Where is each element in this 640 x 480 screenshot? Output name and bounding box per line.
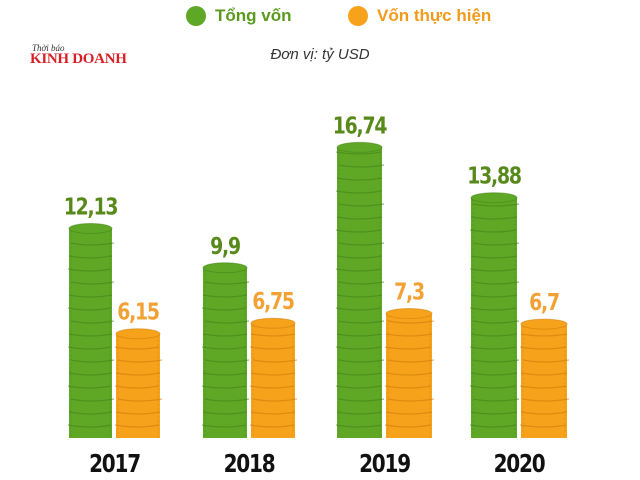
legend-swatch-green [186,6,206,26]
unit-note: Đơn vị: tỷ USD [270,46,370,63]
chart-legend: Tổng vốn Vốn thực hiện [0,6,640,32]
year-label-2017: 2017 [89,450,140,479]
legend-item-von-thuc-hien: Vốn thực hiện [348,6,491,26]
bar-2019-1 [386,313,432,438]
bar-2020-0 [471,197,517,438]
kinh-doanh-logo: Thời báo KINH DOANH [30,44,130,67]
legend-swatch-orange [348,6,368,26]
year-label-2020: 2020 [494,450,545,479]
bar-2017-1 [116,333,160,438]
bar-2018-1 [251,323,295,438]
legend-item-tong-von: Tổng vốn [186,6,291,26]
logo-big-text: KINH DOANH [30,51,127,67]
coin-stack-von-thuc-hien-2020 [519,318,570,438]
bar-2019-0 [337,147,382,438]
value-label-2018-1: 6,75 [252,287,294,314]
value-label-2017-0: 12,13 [64,193,117,220]
bar-2017-0 [69,228,112,438]
bar-2020-1 [521,324,567,438]
legend-label-von-thuc-hien: Vốn thực hiện [377,6,492,25]
legend-label-tong-von: Tổng vốn [215,6,292,25]
value-label-2020-0: 13,88 [467,162,521,189]
value-label-2017-1: 6,15 [117,298,159,325]
coin-stack-tong-von-2019 [335,141,385,438]
logo-small-text: Thời báo [32,43,65,53]
coin-stack-tong-von-2020 [469,192,520,438]
value-label-2019-0: 16,74 [333,112,387,139]
value-label-2019-1: 7,3 [394,278,424,305]
coin-stack-von-thuc-hien-2018 [249,317,298,438]
value-label-2020-1: 6,7 [529,288,559,315]
coin-stack-von-thuc-hien-2017 [114,328,163,438]
value-label-2018-0: 9,9 [210,232,240,259]
coin-stack-von-thuc-hien-2019 [384,308,435,438]
coin-stack-tong-von-2017 [67,223,115,438]
year-label-2019: 2019 [359,450,410,479]
coin-stack-tong-von-2018 [201,262,250,438]
year-label-2018: 2018 [224,450,275,479]
